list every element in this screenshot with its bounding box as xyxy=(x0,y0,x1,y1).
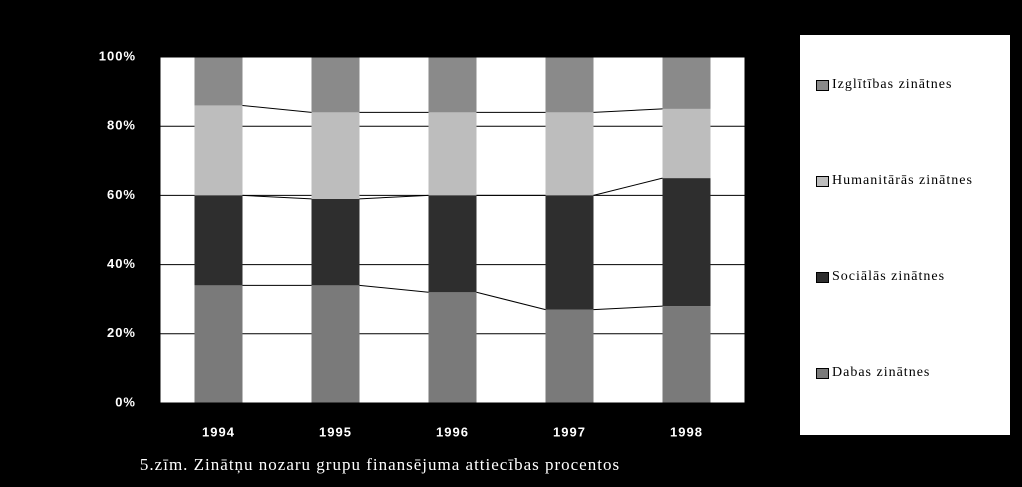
bar-segment xyxy=(545,112,594,196)
bar-segment xyxy=(662,178,711,307)
series-line xyxy=(593,108,663,113)
bar-segment xyxy=(194,57,243,106)
bar-segment xyxy=(194,195,243,286)
series-line xyxy=(593,177,663,196)
legend-swatch xyxy=(816,176,829,187)
legend-entry: Sociālās zinātnes xyxy=(816,267,1001,287)
bar-segment xyxy=(428,292,477,403)
legend-label: Sociālās zinātnes xyxy=(832,269,946,284)
y-tick-label: 80% xyxy=(107,118,136,133)
series-line xyxy=(476,291,546,311)
bar-segment xyxy=(545,57,594,113)
legend-label: Izglītības zinātnes xyxy=(832,77,953,92)
bar-segment xyxy=(545,195,594,310)
plot-border xyxy=(159,56,746,404)
x-tick-label: 1996 xyxy=(436,424,469,439)
x-tick-label: 1998 xyxy=(670,424,703,439)
y-tick-label: 60% xyxy=(107,187,136,202)
bar-segment xyxy=(545,309,594,403)
legend-swatch xyxy=(816,80,829,91)
y-tick-label: 0% xyxy=(115,394,136,409)
legend-entry: Izglītības zinātnes xyxy=(816,75,1001,95)
chart-title: 5.zīm. Zinātņu nozaru grupu finansējuma … xyxy=(140,455,620,474)
bar-segment xyxy=(311,285,360,403)
legend-swatch xyxy=(816,368,829,379)
legend-entry: Humanitārās zinātnes xyxy=(816,171,1001,191)
series-line xyxy=(359,284,429,293)
series-line xyxy=(359,194,429,200)
bar-segment xyxy=(662,306,711,403)
bar-segment xyxy=(428,195,477,293)
bar-segment xyxy=(194,285,243,403)
y-tick-label: 20% xyxy=(107,325,136,340)
y-tick-label: 40% xyxy=(107,256,136,271)
legend: Dabas zinātnes Sociālās zinātnes Humanitār… xyxy=(800,35,1010,435)
bar-segment xyxy=(311,198,360,286)
y-tick-label: 100% xyxy=(99,48,136,63)
bar-segment xyxy=(662,108,711,179)
legend-swatch xyxy=(816,272,829,283)
x-tick-label: 1994 xyxy=(202,424,235,439)
legend-label: Dabas zinātnes xyxy=(832,365,931,380)
bar-segment xyxy=(311,112,360,199)
bar-segment xyxy=(428,112,477,196)
legend-label: Humanitārās zinātnes xyxy=(832,173,973,188)
bar-segment xyxy=(194,105,243,196)
x-tick-label: 1995 xyxy=(319,424,352,439)
bar-segment xyxy=(428,57,477,113)
bar-segment xyxy=(662,57,711,109)
series-line xyxy=(242,104,312,113)
x-tick-label: 1997 xyxy=(553,424,586,439)
series-line xyxy=(593,305,663,311)
legend-entry: Dabas zinātnes xyxy=(816,363,1001,383)
series-line xyxy=(242,194,312,200)
bar-segment xyxy=(311,57,360,113)
